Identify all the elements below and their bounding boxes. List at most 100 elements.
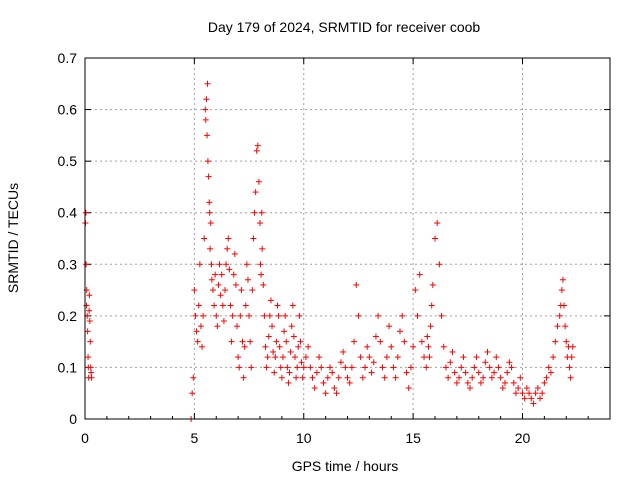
- data-point: [386, 323, 393, 330]
- data-point: [283, 338, 290, 345]
- data-point: [534, 385, 541, 392]
- data-point: [436, 261, 443, 268]
- data-point: [342, 364, 349, 371]
- data-point: [234, 323, 241, 330]
- data-point: [504, 369, 511, 376]
- data-point: [561, 302, 568, 309]
- data-point: [405, 385, 412, 392]
- data-point: [547, 369, 554, 376]
- data-point: [407, 364, 414, 371]
- data-point: [240, 374, 247, 381]
- data-point: [222, 287, 228, 294]
- data-point: [482, 359, 489, 366]
- data-point: [204, 132, 211, 139]
- data-point: [224, 245, 231, 252]
- data-point: [311, 385, 318, 392]
- data-point: [421, 354, 428, 361]
- data-point: [512, 390, 519, 397]
- data-point: [246, 312, 253, 319]
- data-point: [269, 323, 276, 330]
- data-point: [253, 147, 260, 154]
- data-point: [460, 354, 467, 361]
- y-tick-label: 0.1: [58, 359, 78, 375]
- data-point: [318, 364, 325, 371]
- data-point: [401, 338, 408, 345]
- data-point: [550, 354, 557, 361]
- data-point: [383, 354, 390, 361]
- data-point: [403, 369, 410, 376]
- data-point: [563, 338, 570, 345]
- data-point: [488, 374, 495, 381]
- data-point: [214, 323, 221, 330]
- data-point: [197, 323, 204, 330]
- data-point: [213, 312, 220, 319]
- data-point: [204, 158, 211, 165]
- data-point: [410, 343, 417, 350]
- data-point: [287, 348, 294, 355]
- data-point: [530, 400, 537, 407]
- x-axis-label: GPS time / hours: [292, 458, 399, 474]
- chart-title: Day 179 of 2024, SRMTID for receiver coo…: [208, 19, 481, 35]
- data-point: [86, 307, 93, 314]
- data-point: [458, 364, 465, 371]
- data-point: [295, 343, 302, 350]
- data-point: [272, 354, 279, 361]
- data-point: [83, 261, 90, 268]
- data-point: [255, 178, 262, 185]
- data-point: [309, 374, 316, 381]
- data-point: [453, 379, 460, 386]
- data-point: [416, 271, 423, 278]
- y-tick-label: 0.5: [58, 153, 78, 169]
- data-point: [392, 374, 399, 381]
- data-point: [260, 281, 267, 288]
- data-point: [264, 354, 271, 361]
- y-axis-label: SRMTID / TECUs: [5, 183, 21, 293]
- data-point: [205, 173, 212, 180]
- data-point: [87, 338, 94, 345]
- data-point: [477, 379, 484, 386]
- data-point: [508, 364, 515, 371]
- data-point: [440, 343, 447, 350]
- data-point: [510, 379, 517, 386]
- data-point: [566, 364, 573, 371]
- data-point: [241, 343, 248, 350]
- data-point: [203, 96, 210, 103]
- x-tick-label: 10: [296, 430, 312, 446]
- data-point: [281, 328, 288, 335]
- data-point: [247, 338, 254, 345]
- data-point: [543, 374, 550, 381]
- data-point: [316, 354, 323, 361]
- data-point: [237, 312, 244, 319]
- data-point: [262, 343, 269, 350]
- data-point: [519, 390, 526, 397]
- x-tick-label: 20: [515, 430, 531, 446]
- data-point: [313, 369, 320, 376]
- data-point: [545, 364, 552, 371]
- data-point: [274, 302, 281, 309]
- data-point: [189, 390, 196, 397]
- data-point: [231, 250, 238, 257]
- y-tick-label: 0.7: [58, 50, 78, 66]
- data-point: [270, 348, 277, 355]
- data-point: [471, 364, 478, 371]
- data-point: [469, 374, 476, 381]
- data-point: [250, 235, 257, 242]
- data-point: [257, 261, 264, 268]
- data-point: [438, 312, 445, 319]
- data-point: [212, 271, 219, 278]
- data-point: [220, 318, 227, 325]
- data-point: [82, 209, 89, 216]
- data-point: [324, 374, 331, 381]
- data-point: [445, 374, 452, 381]
- data-point: [215, 281, 222, 288]
- data-point: [230, 271, 237, 278]
- data-point: [88, 374, 95, 381]
- data-point: [258, 209, 265, 216]
- data-point: [192, 312, 199, 319]
- data-point: [279, 354, 286, 361]
- data-point: [426, 354, 433, 361]
- tick-labels: 0 0.1 0.2 0.3 0.4 0.5 0.6 0.7 0 5 10 15 20: [58, 50, 531, 446]
- data-point: [286, 369, 293, 376]
- data-point: [219, 302, 226, 309]
- data-point: [434, 220, 441, 227]
